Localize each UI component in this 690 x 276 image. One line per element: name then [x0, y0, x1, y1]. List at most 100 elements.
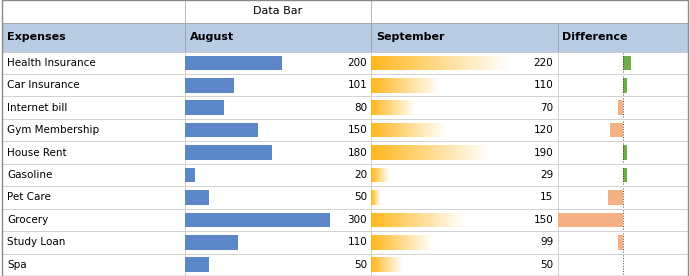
- Bar: [497, 55, 501, 70]
- Bar: [400, 258, 402, 272]
- Bar: [388, 168, 389, 182]
- Bar: [373, 258, 374, 272]
- Text: Car Insurance: Car Insurance: [7, 80, 79, 90]
- Bar: [393, 213, 395, 227]
- Bar: [391, 78, 393, 92]
- Bar: [389, 100, 391, 115]
- Bar: [380, 190, 381, 205]
- Bar: [371, 231, 558, 254]
- Bar: [558, 119, 688, 141]
- Bar: [371, 235, 373, 250]
- Bar: [607, 190, 623, 205]
- Bar: [462, 55, 466, 70]
- Bar: [558, 74, 688, 97]
- Bar: [406, 100, 408, 115]
- Bar: [385, 55, 389, 70]
- Bar: [459, 213, 462, 227]
- Bar: [2, 23, 185, 52]
- Bar: [413, 145, 417, 160]
- Bar: [375, 190, 376, 205]
- Bar: [371, 213, 374, 227]
- Bar: [375, 78, 377, 92]
- Bar: [395, 235, 397, 250]
- Bar: [384, 168, 385, 182]
- Text: 150: 150: [347, 125, 367, 135]
- Bar: [431, 145, 435, 160]
- Bar: [393, 145, 396, 160]
- Bar: [375, 258, 376, 272]
- Bar: [376, 168, 377, 182]
- Bar: [558, 23, 688, 52]
- Bar: [375, 190, 376, 205]
- Bar: [399, 78, 402, 92]
- Bar: [373, 168, 375, 182]
- Bar: [398, 235, 400, 250]
- Bar: [386, 168, 388, 182]
- Bar: [381, 168, 382, 182]
- Bar: [422, 123, 425, 137]
- Bar: [185, 23, 371, 52]
- Bar: [446, 123, 448, 137]
- Bar: [435, 78, 438, 92]
- Bar: [379, 100, 381, 115]
- Bar: [185, 78, 234, 92]
- Bar: [413, 123, 415, 137]
- Bar: [441, 55, 445, 70]
- Bar: [493, 55, 497, 70]
- Bar: [424, 123, 427, 137]
- Bar: [380, 168, 381, 182]
- Bar: [490, 55, 494, 70]
- Bar: [393, 100, 394, 115]
- Bar: [395, 78, 398, 92]
- Bar: [468, 145, 471, 160]
- Bar: [415, 100, 416, 115]
- Bar: [402, 55, 406, 70]
- Bar: [371, 23, 558, 52]
- Bar: [377, 100, 379, 115]
- Bar: [185, 52, 371, 74]
- Bar: [391, 123, 393, 137]
- Bar: [379, 123, 382, 137]
- Bar: [185, 97, 371, 119]
- Text: August: August: [190, 32, 234, 42]
- Bar: [375, 168, 376, 182]
- Bar: [371, 78, 373, 92]
- Bar: [185, 0, 371, 23]
- Bar: [413, 55, 417, 70]
- Bar: [382, 100, 384, 115]
- Bar: [375, 55, 379, 70]
- Bar: [407, 235, 410, 250]
- Bar: [377, 190, 379, 205]
- Bar: [437, 78, 440, 92]
- Bar: [185, 123, 257, 137]
- Bar: [404, 235, 406, 250]
- Bar: [2, 119, 185, 141]
- Bar: [476, 55, 480, 70]
- Bar: [406, 235, 408, 250]
- Bar: [437, 123, 440, 137]
- Text: Difference: Difference: [562, 32, 628, 42]
- Bar: [371, 52, 558, 74]
- Bar: [455, 213, 457, 227]
- Bar: [185, 164, 371, 186]
- Bar: [416, 145, 420, 160]
- Bar: [387, 100, 388, 115]
- Text: 29: 29: [540, 170, 553, 180]
- Bar: [383, 168, 384, 182]
- Bar: [386, 258, 388, 272]
- Bar: [2, 209, 185, 231]
- Bar: [371, 168, 373, 182]
- Text: Internet bill: Internet bill: [7, 103, 68, 113]
- Bar: [378, 190, 379, 205]
- Bar: [395, 213, 398, 227]
- Bar: [477, 145, 480, 160]
- Bar: [400, 100, 402, 115]
- Bar: [480, 55, 484, 70]
- Bar: [440, 145, 444, 160]
- Bar: [379, 168, 380, 182]
- Text: Gym Membership: Gym Membership: [7, 125, 99, 135]
- Bar: [387, 258, 388, 272]
- Bar: [411, 235, 413, 250]
- Bar: [431, 213, 434, 227]
- Bar: [391, 213, 393, 227]
